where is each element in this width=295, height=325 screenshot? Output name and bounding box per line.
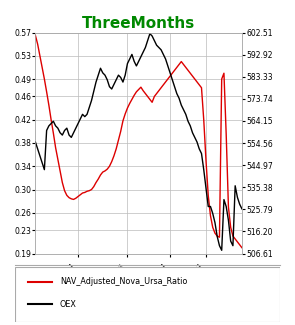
Text: NAV_Adjusted_Nova_Ursa_Ratio: NAV_Adjusted_Nova_Ursa_Ratio	[60, 278, 187, 286]
FancyBboxPatch shape	[15, 266, 280, 322]
Text: OEX: OEX	[60, 300, 77, 308]
Title: ThreeMonths: ThreeMonths	[82, 16, 195, 31]
